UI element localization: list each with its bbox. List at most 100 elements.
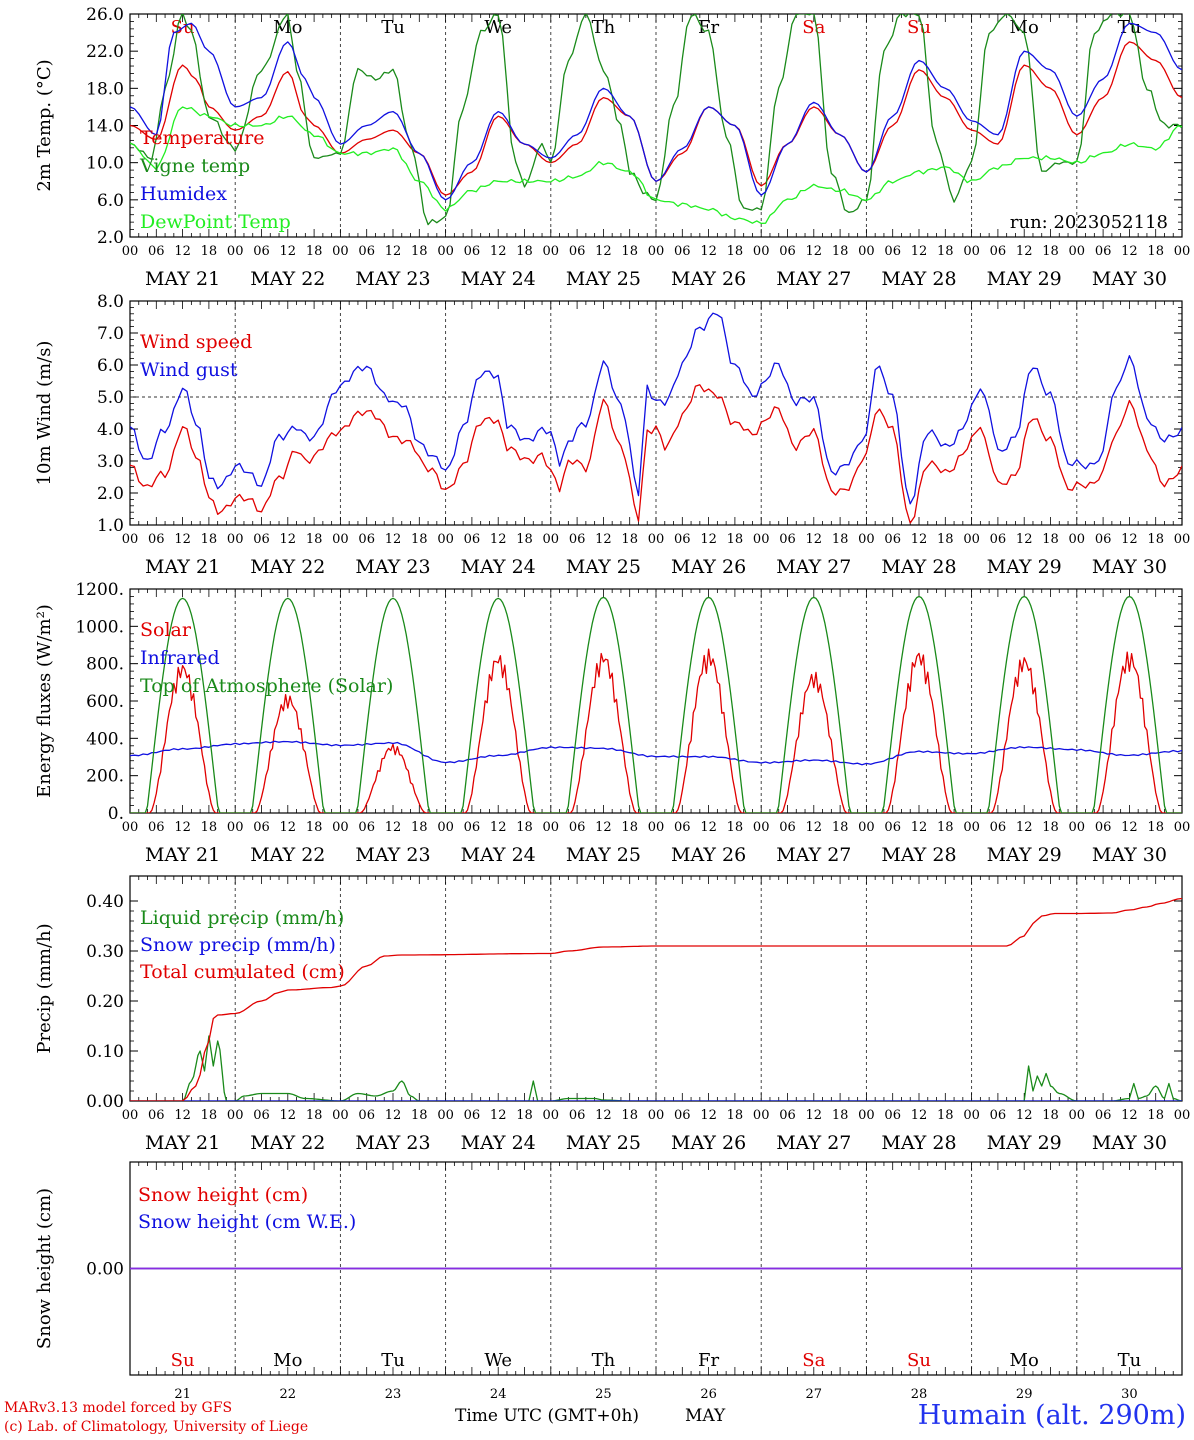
x-hour-label: 12 [174, 532, 191, 547]
x-date-label: MAY 28 [881, 268, 956, 290]
x-hour-label: 06 [253, 820, 270, 835]
x-axis-title: Time UTC (GMT+0h) [455, 1406, 640, 1426]
x-date-label: MAY 28 [881, 844, 956, 866]
y-tick-label: 0.30 [86, 942, 124, 962]
day-number-label: 30 [1121, 1387, 1138, 1402]
x-hour-label: 06 [464, 1108, 481, 1123]
legend-entry: Snow height (cm) [138, 1184, 308, 1206]
x-date-label: MAY 29 [987, 844, 1062, 866]
x-hour-label: 06 [1095, 820, 1112, 835]
weekday-label: Mo [1010, 1350, 1039, 1371]
x-hour-label: 18 [1147, 532, 1164, 547]
x-hour-label: 00 [227, 532, 244, 547]
series-group [130, 312, 1182, 524]
x-hour-label: 00 [122, 244, 139, 259]
station-name: Humain (alt. 290m) [917, 1400, 1186, 1431]
weekday-label: Sa [802, 1350, 825, 1371]
series-line-vigne-temp [130, 14, 1182, 226]
x-hour-label: 18 [411, 244, 428, 259]
x-hour-label: 06 [1095, 532, 1112, 547]
x-hour-label: 00 [332, 244, 349, 259]
x-hour-label: 06 [674, 244, 691, 259]
panel-1: 2.0 6.0 10.0 14.0 18.0 22.0 26.0 2m Temp. (°C) 0… [34, 5, 1190, 290]
x-hour-label: 12 [700, 820, 717, 835]
x-hour-label: 12 [1121, 820, 1138, 835]
x-hour-label: 12 [1016, 820, 1033, 835]
series-line-solar [130, 648, 1182, 813]
x-hour-label: 12 [595, 820, 612, 835]
x-hour-label: 18 [201, 244, 218, 259]
x-date-label: MAY 25 [566, 556, 641, 578]
x-hour-label: 00 [543, 1108, 560, 1123]
weekday-label: Mo [1010, 17, 1039, 38]
x-date-label: MAY 26 [671, 556, 746, 578]
panel-5: 0.00 Snow height (cm) Su 21 Mo 22 Tu 23 We 24 Th 25… [34, 1161, 1183, 1402]
x-date-label: MAY 29 [987, 268, 1062, 290]
x-hour-label: 06 [884, 532, 901, 547]
legend-entry: Infrared [140, 647, 220, 669]
x-hour-label: 12 [911, 820, 928, 835]
x-hour-label: 12 [700, 532, 717, 547]
x-hour-label: 00 [963, 820, 980, 835]
x-hour-label: 00 [858, 820, 875, 835]
x-hour-label: 18 [1042, 1108, 1059, 1123]
x-hour-label: 00 [753, 532, 770, 547]
legend-entry: Snow precip (mm/h) [140, 934, 336, 956]
y-tick-label: 5.0 [97, 388, 124, 408]
x-hour-label: 00 [437, 1108, 454, 1123]
weekday-label: Th [592, 17, 616, 38]
y-tick-label: 2.0 [97, 228, 124, 248]
weekday-label: We [484, 17, 512, 38]
x-hour-label: 06 [884, 1108, 901, 1123]
y-tick-label: 800. [86, 655, 124, 675]
x-hour-label: 06 [779, 1108, 796, 1123]
x-hour-label: 12 [490, 1108, 507, 1123]
x-hour-label: 18 [727, 532, 744, 547]
x-hour-label: 06 [569, 244, 586, 259]
weekday-label: Tu [381, 1350, 405, 1371]
x-date-label: MAY 25 [566, 268, 641, 290]
x-hour-label: 18 [727, 1108, 744, 1123]
panel-2: 1.0 2.0 3.0 4.0 5.0 6.0 7.0 8.0 10m Wind (m/s) 00… [34, 292, 1190, 578]
series-line-wind-speed [130, 384, 1182, 524]
model-credit: MARv3.13 model forced by GFS [4, 1400, 233, 1416]
x-hour-label: 12 [280, 532, 297, 547]
x-date-label: MAY 22 [250, 268, 325, 290]
x-hour-label: 12 [1016, 532, 1033, 547]
y-tick-label: 6.0 [97, 191, 124, 211]
y-axis-label: Snow height (cm) [34, 1188, 55, 1349]
x-hour-label: 00 [753, 820, 770, 835]
x-hour-label: 06 [779, 820, 796, 835]
x-hour-label: 12 [385, 532, 402, 547]
x-hour-label: 00 [437, 244, 454, 259]
x-hour-label: 06 [674, 1108, 691, 1123]
y-tick-label: 2.0 [97, 484, 124, 504]
x-hour-label: 12 [385, 820, 402, 835]
x-hour-label: 12 [700, 1108, 717, 1123]
series-line-wind-gust [130, 312, 1182, 505]
x-date-label: MAY 22 [250, 844, 325, 866]
x-hour-label: 12 [280, 244, 297, 259]
x-hour-label: 00 [963, 532, 980, 547]
y-tick-label: 0.00 [86, 1260, 124, 1280]
x-hour-label: 12 [1121, 1108, 1138, 1123]
x-date-label: MAY 25 [566, 1132, 641, 1154]
x-hour-label: 06 [1095, 244, 1112, 259]
x-date-label: MAY 21 [145, 268, 220, 290]
x-hour-label: 12 [806, 820, 823, 835]
x-hour-label: 18 [411, 532, 428, 547]
series-line-liquid-precip-mm-h [130, 1035, 1182, 1101]
legend-entry: Wind speed [140, 331, 252, 353]
x-hour-label: 06 [464, 244, 481, 259]
legend-entry: DewPoint Temp [140, 211, 291, 233]
y-tick-label: 0.00 [86, 1092, 124, 1112]
plot-frame [129, 13, 1183, 238]
x-hour-label: 12 [700, 244, 717, 259]
x-hour-label: 18 [937, 1108, 954, 1123]
legend-entry: Wind gust [140, 359, 238, 381]
weekday-label: Fr [698, 17, 719, 38]
weekday-label: Mo [273, 17, 302, 38]
x-hour-label: 06 [253, 1108, 270, 1123]
x-hour-label: 18 [306, 1108, 323, 1123]
panel-3: 0. 200. 400. 600. 800. 1000. 1200. Energy fluxe… [34, 580, 1190, 866]
